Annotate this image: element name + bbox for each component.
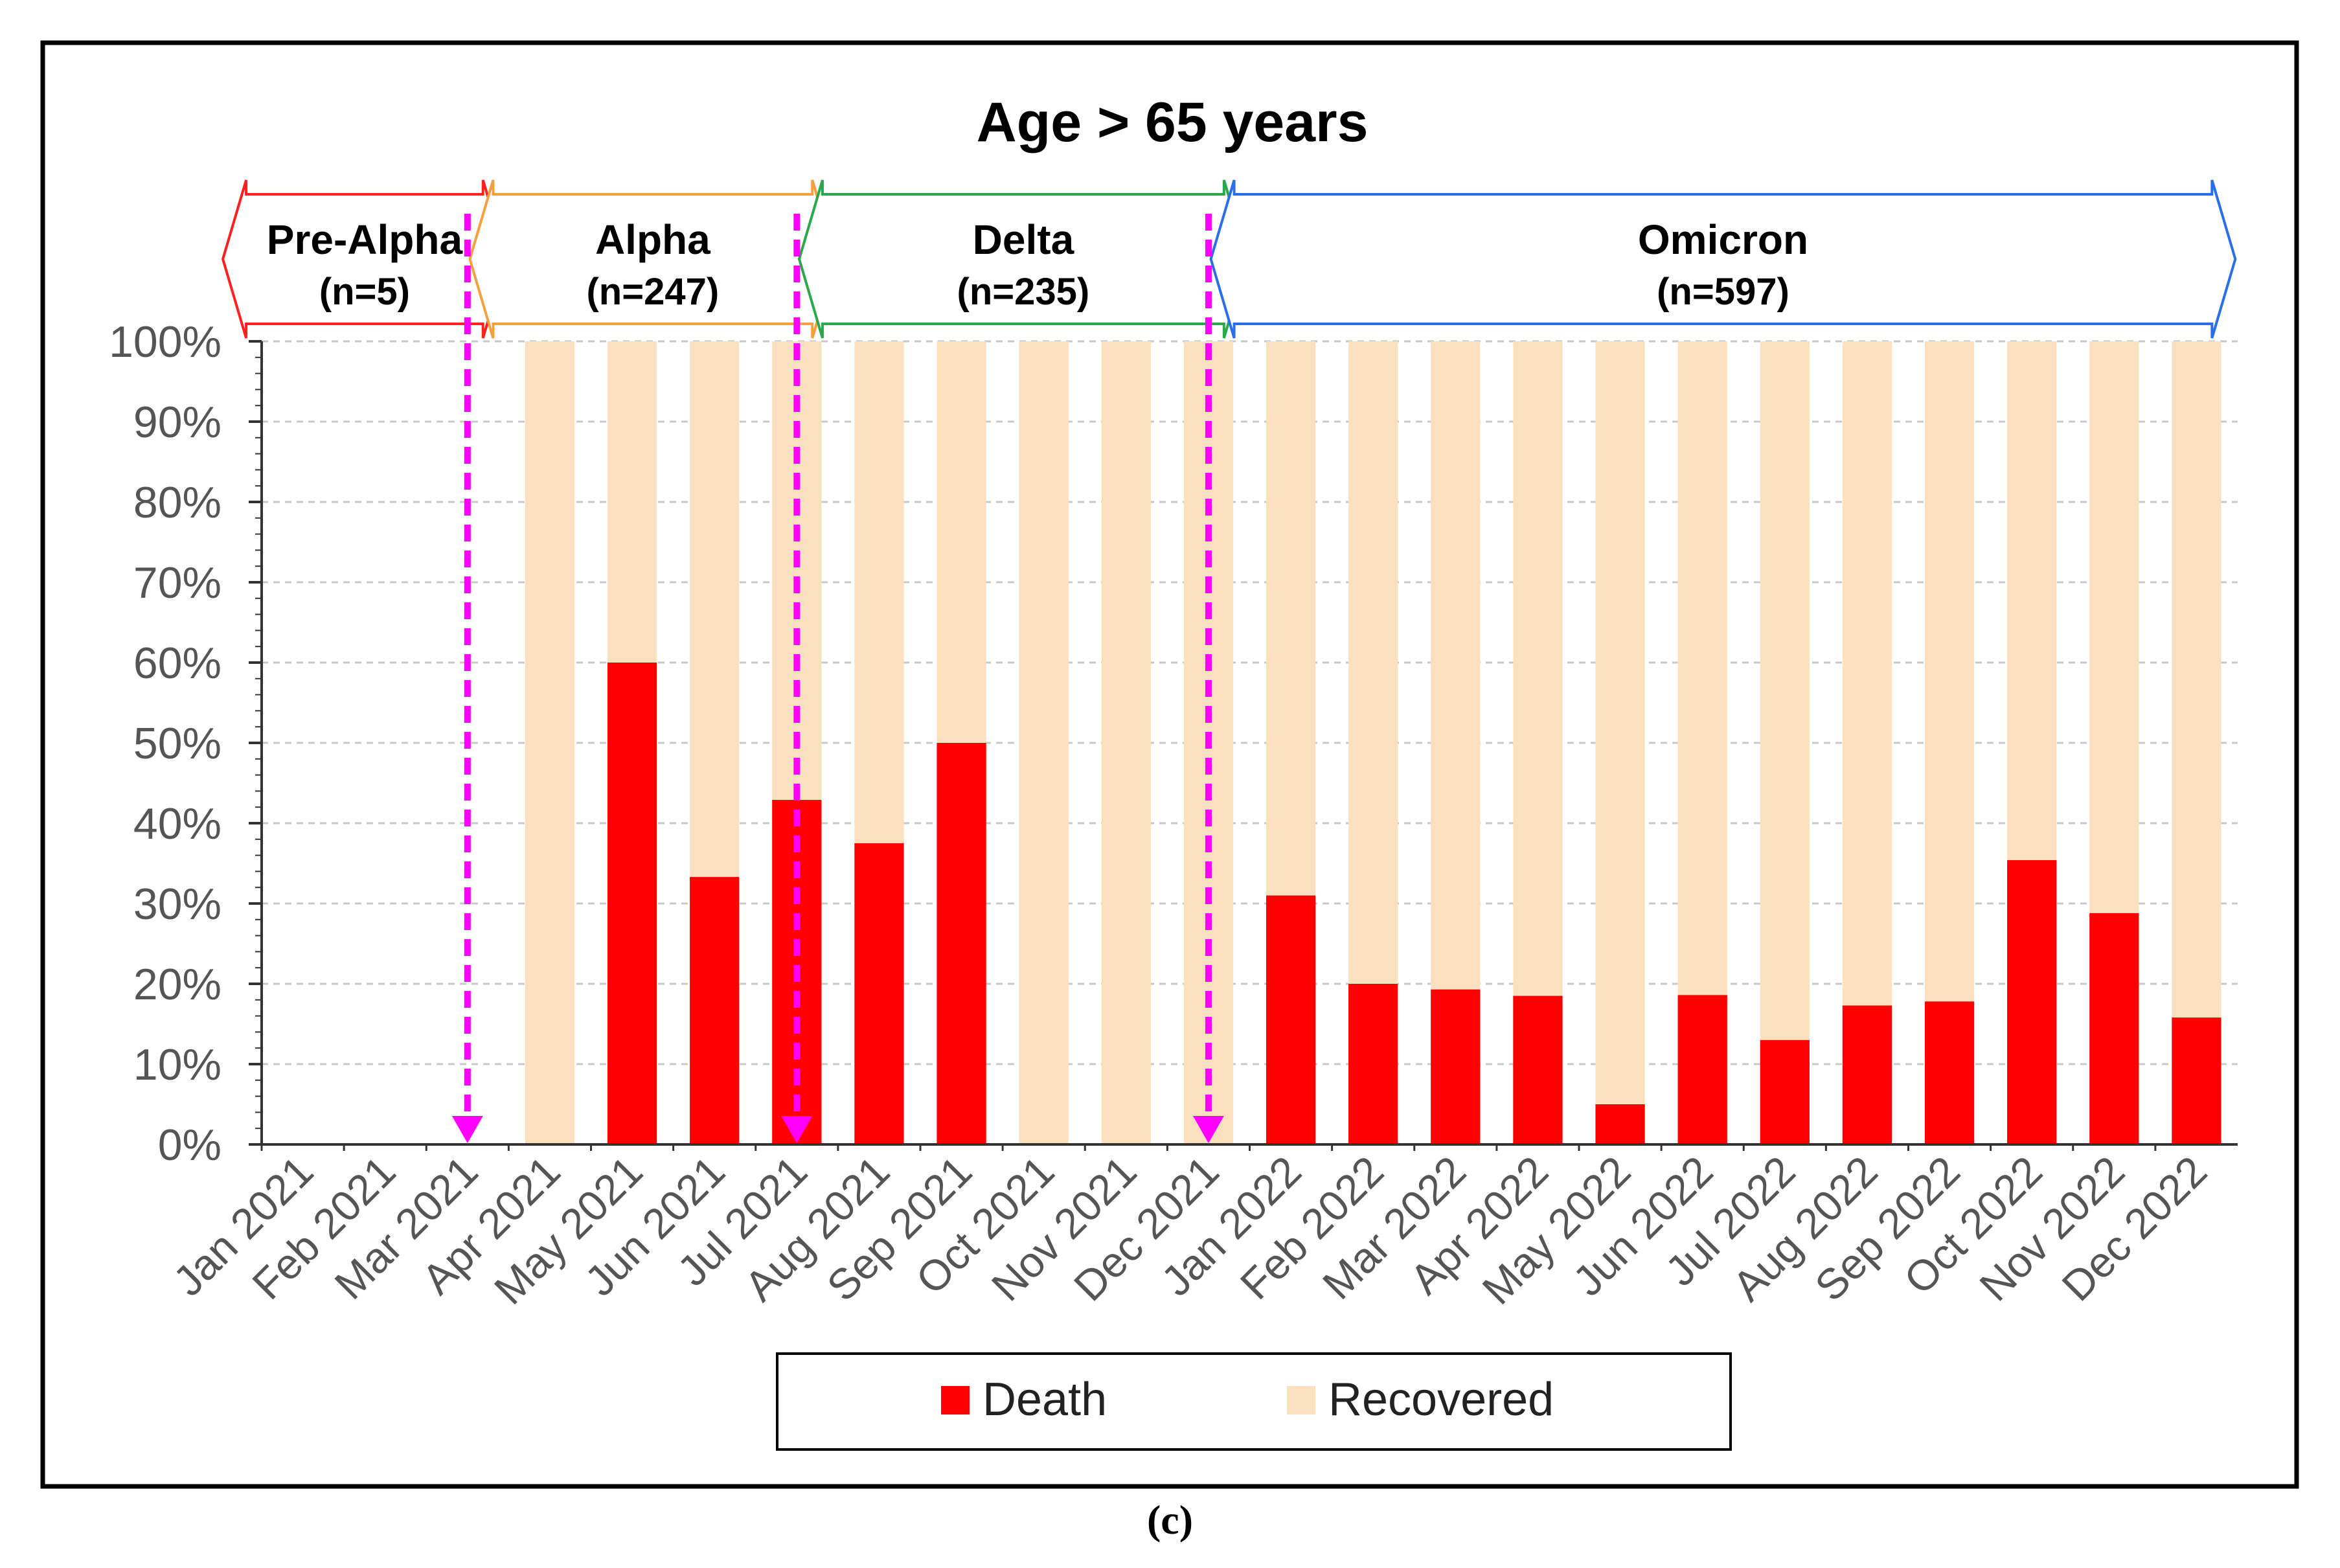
y-tick-label: 60%: [133, 639, 222, 688]
period-name: Alpha: [595, 216, 710, 263]
y-tick-label: 100%: [109, 317, 222, 367]
gridlines: [262, 340, 2238, 1065]
bar-death: [1348, 984, 1398, 1144]
y-tick-label: 30%: [133, 880, 222, 929]
bar-recovered: [1513, 341, 1563, 996]
bar-death: [1842, 1005, 1892, 1144]
period-count: (n=235): [957, 271, 1090, 313]
legend-swatch-recovered: [1287, 1386, 1315, 1415]
bar-death: [2089, 913, 2139, 1144]
period-boundary-arrowhead: [1192, 1116, 1224, 1143]
bar-death: [937, 743, 986, 1144]
bar-death: [607, 663, 657, 1144]
period-name: Pre-Alpha: [267, 216, 463, 263]
legend-swatch-death: [941, 1386, 970, 1415]
period-boundary-arrowhead: [781, 1116, 813, 1143]
y-tick-label: 50%: [133, 719, 222, 768]
legend: Death Recovered: [776, 1352, 1732, 1451]
period-count: (n=247): [586, 271, 719, 313]
y-tick-label: 70%: [133, 558, 222, 608]
bar-recovered: [607, 341, 657, 663]
axes: [249, 340, 2238, 1151]
bar-death: [2007, 860, 2057, 1144]
bar-recovered: [1924, 341, 1975, 1002]
period-count: (n=597): [1657, 271, 1789, 313]
bar-recovered: [1019, 341, 1069, 1144]
period-name: Omicron: [1638, 216, 1808, 263]
bar-death: [1595, 1104, 1645, 1144]
bar-recovered: [1348, 341, 1398, 984]
bars: [525, 341, 2221, 1144]
bar-death: [1513, 995, 1563, 1144]
legend-box: [776, 1352, 1732, 1451]
bar-death: [690, 877, 740, 1144]
bar-recovered: [1431, 341, 1481, 990]
y-axis-ticks: 0% 10% 20% 30% 40% 50% 60% 70% 80% 90% 100%: [109, 317, 222, 1170]
bar-recovered: [525, 341, 575, 1144]
period-annotations: Pre-Alpha (n=5) Alpha (n=247) Delta (n=235) Om…: [221, 179, 2237, 339]
bar-recovered: [690, 341, 740, 878]
y-tick-label: 40%: [133, 799, 222, 848]
bar-recovered: [772, 341, 822, 801]
period-arrow: [1209, 179, 2237, 339]
bar-recovered: [854, 341, 904, 843]
bar-death: [2172, 1017, 2221, 1144]
bar-recovered: [937, 341, 986, 743]
figure-caption: (c): [1146, 1497, 1194, 1543]
y-tick-label: 90%: [133, 398, 222, 447]
bar-recovered: [1595, 341, 1645, 1104]
period-boundary-arrowhead: [451, 1116, 483, 1143]
legend-label-recovered: Recovered: [1328, 1374, 1554, 1426]
period-count: (n=5): [319, 271, 410, 313]
bar-death: [1924, 1001, 1975, 1144]
legend-label-death: Death: [983, 1374, 1107, 1426]
bar-death: [1760, 1040, 1810, 1144]
bar-recovered: [1842, 341, 1892, 1006]
bar-recovered: [2089, 341, 2139, 913]
bar-recovered: [1677, 341, 1727, 995]
bar-recovered: [2172, 341, 2221, 1018]
chart-title: Age > 65 years: [977, 91, 1369, 153]
y-tick-label: 80%: [133, 478, 222, 527]
bar-death: [1677, 995, 1727, 1144]
bar-recovered: [1266, 341, 1316, 896]
bar-death: [1266, 895, 1316, 1144]
y-tick-label: 20%: [133, 960, 222, 1009]
bar-death: [1431, 989, 1481, 1144]
bar-recovered: [1760, 341, 1810, 1040]
bar-death: [854, 843, 904, 1144]
bar-recovered: [2007, 341, 2057, 861]
period-name: Delta: [973, 216, 1074, 263]
period-boundaries: [451, 214, 1224, 1143]
bar-recovered: [1101, 341, 1151, 1144]
y-tick-label: 10%: [133, 1040, 222, 1089]
y-tick-label: 0%: [158, 1120, 222, 1170]
